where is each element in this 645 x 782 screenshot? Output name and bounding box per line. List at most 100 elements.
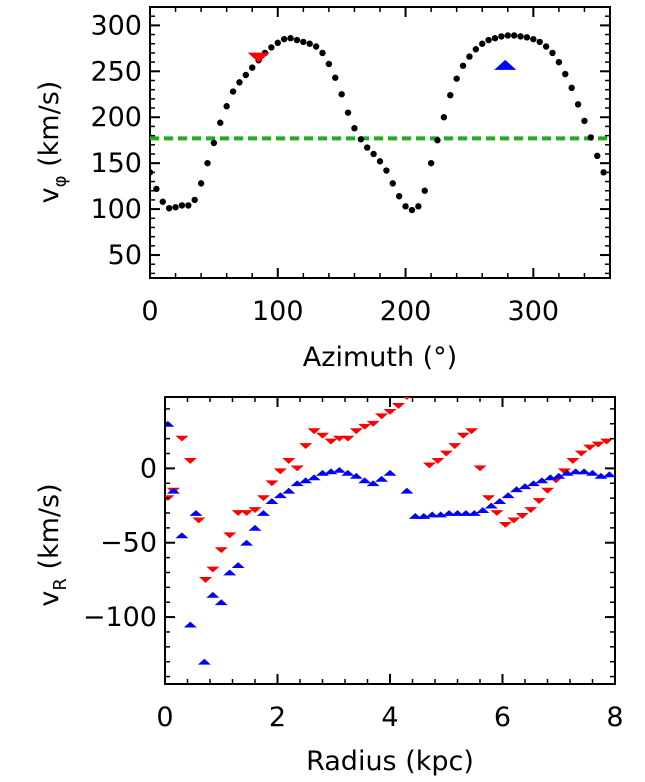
data-point bbox=[402, 203, 409, 210]
top-x-tick-label: 0 bbox=[141, 296, 158, 327]
top-x-tick-label: 100 bbox=[252, 296, 304, 327]
red-triangle-point bbox=[316, 432, 329, 439]
blue-triangle-point bbox=[484, 502, 498, 509]
data-point bbox=[268, 44, 275, 51]
blue-triangle-point bbox=[256, 510, 270, 516]
blue-triangle-point bbox=[175, 532, 189, 539]
blue-triangle-point bbox=[366, 480, 380, 487]
radius-velocity-panel: 0 2 4 6 8 −100 −50 0 Radius (kpc) vR (km/s) bbox=[34, 396, 624, 777]
bottom-x-tick-label: 2 bbox=[269, 702, 286, 733]
blue-triangle-point bbox=[240, 539, 254, 546]
red-triangle-point bbox=[383, 408, 397, 415]
data-point bbox=[159, 198, 166, 205]
data-point bbox=[562, 70, 569, 78]
red-triangle-point bbox=[183, 458, 197, 464]
red-triangle-point bbox=[600, 438, 614, 445]
blue-triangle-point bbox=[400, 487, 414, 494]
blue-triangle-point bbox=[594, 472, 608, 479]
red-triangle-point bbox=[175, 435, 189, 442]
data-point bbox=[440, 114, 448, 121]
red-triangle-point bbox=[273, 468, 287, 475]
red-triangle-point bbox=[366, 420, 380, 427]
bottom-y-tick-label: −100 bbox=[83, 602, 157, 633]
blue-triangle-point bbox=[316, 469, 329, 476]
red-triangle-point bbox=[532, 498, 546, 505]
red-triangle-point bbox=[206, 566, 220, 573]
red-triangle-point bbox=[431, 458, 445, 464]
top-y-tick-label: 200 bbox=[90, 102, 142, 133]
data-point bbox=[383, 167, 390, 174]
data-point bbox=[312, 43, 320, 50]
blue-triangle-point bbox=[408, 513, 422, 519]
red-triangle-point bbox=[515, 513, 529, 519]
data-point bbox=[364, 144, 371, 151]
data-point bbox=[479, 40, 486, 47]
blue-triangle-point bbox=[552, 472, 566, 479]
blue-triangle-point bbox=[434, 511, 448, 518]
data-point bbox=[523, 34, 531, 41]
blue-triangle-marker bbox=[494, 59, 517, 70]
data-point bbox=[395, 193, 403, 200]
blue-triangle-point bbox=[493, 498, 507, 505]
red-triangle-point bbox=[299, 443, 313, 449]
red-triangle-point bbox=[265, 480, 279, 487]
red-triangle-point bbox=[214, 547, 228, 554]
blue-triangle-point bbox=[223, 569, 237, 576]
top-y-tick-label: 100 bbox=[90, 194, 142, 225]
blue-triangle-point bbox=[265, 498, 279, 505]
red-triangle-point bbox=[498, 521, 512, 528]
blue-triangle-point bbox=[324, 468, 338, 475]
data-point bbox=[600, 169, 607, 176]
data-point bbox=[185, 202, 192, 209]
blue-triangle-point bbox=[476, 507, 490, 513]
red-triangle-point bbox=[391, 402, 405, 409]
blue-triangle-point bbox=[290, 480, 304, 487]
blue-triangle-point bbox=[451, 510, 464, 516]
blue-triangle-point bbox=[417, 513, 431, 519]
data-point bbox=[197, 180, 205, 187]
blue-triangle-point bbox=[189, 510, 203, 516]
data-point bbox=[574, 101, 582, 108]
red-triangle-point bbox=[524, 507, 538, 513]
blue-triangle-point bbox=[425, 511, 439, 518]
bottom-plot-frame bbox=[164, 396, 616, 685]
blue-triangle-point bbox=[577, 468, 591, 475]
blue-triangle-point bbox=[526, 480, 540, 487]
data-point bbox=[434, 137, 441, 144]
data-point bbox=[408, 206, 416, 214]
red-triangle-point bbox=[541, 487, 554, 494]
blue-triangle-point bbox=[543, 474, 557, 481]
data-point bbox=[466, 53, 473, 60]
top-y-tick-label: 250 bbox=[90, 56, 142, 87]
data-point bbox=[325, 60, 333, 68]
blue-triangle-point bbox=[569, 468, 583, 475]
data-point bbox=[376, 158, 384, 165]
blue-triangle-point bbox=[183, 621, 197, 628]
red-triangle-point bbox=[490, 510, 504, 516]
data-point bbox=[306, 40, 313, 47]
blue-triangle-point bbox=[214, 599, 228, 606]
data-point bbox=[338, 91, 345, 98]
top-y-tick-label: 50 bbox=[108, 240, 142, 271]
data-point bbox=[217, 119, 224, 126]
data-point bbox=[210, 139, 218, 147]
blue-triangle-point bbox=[248, 524, 262, 531]
blue-triangle-point bbox=[560, 469, 574, 476]
blue-triangle-point bbox=[307, 474, 321, 481]
blue-triangle-point bbox=[459, 510, 473, 516]
data-point bbox=[427, 159, 435, 167]
red-triangle-point bbox=[341, 435, 355, 442]
blue-triangle-point bbox=[375, 475, 389, 482]
red-triangle-point bbox=[507, 517, 521, 524]
blue-triangle-point bbox=[282, 487, 296, 494]
blue-triangle-point bbox=[602, 471, 615, 478]
blue-triangle-point bbox=[206, 591, 220, 598]
data-point bbox=[421, 187, 428, 194]
blue-triangle-point bbox=[197, 658, 211, 665]
data-point bbox=[344, 109, 352, 116]
data-point bbox=[485, 36, 492, 44]
blue-triangle-point bbox=[535, 477, 549, 484]
red-triangle-point bbox=[358, 423, 372, 430]
bottom-x-tick-label: 4 bbox=[381, 702, 398, 733]
